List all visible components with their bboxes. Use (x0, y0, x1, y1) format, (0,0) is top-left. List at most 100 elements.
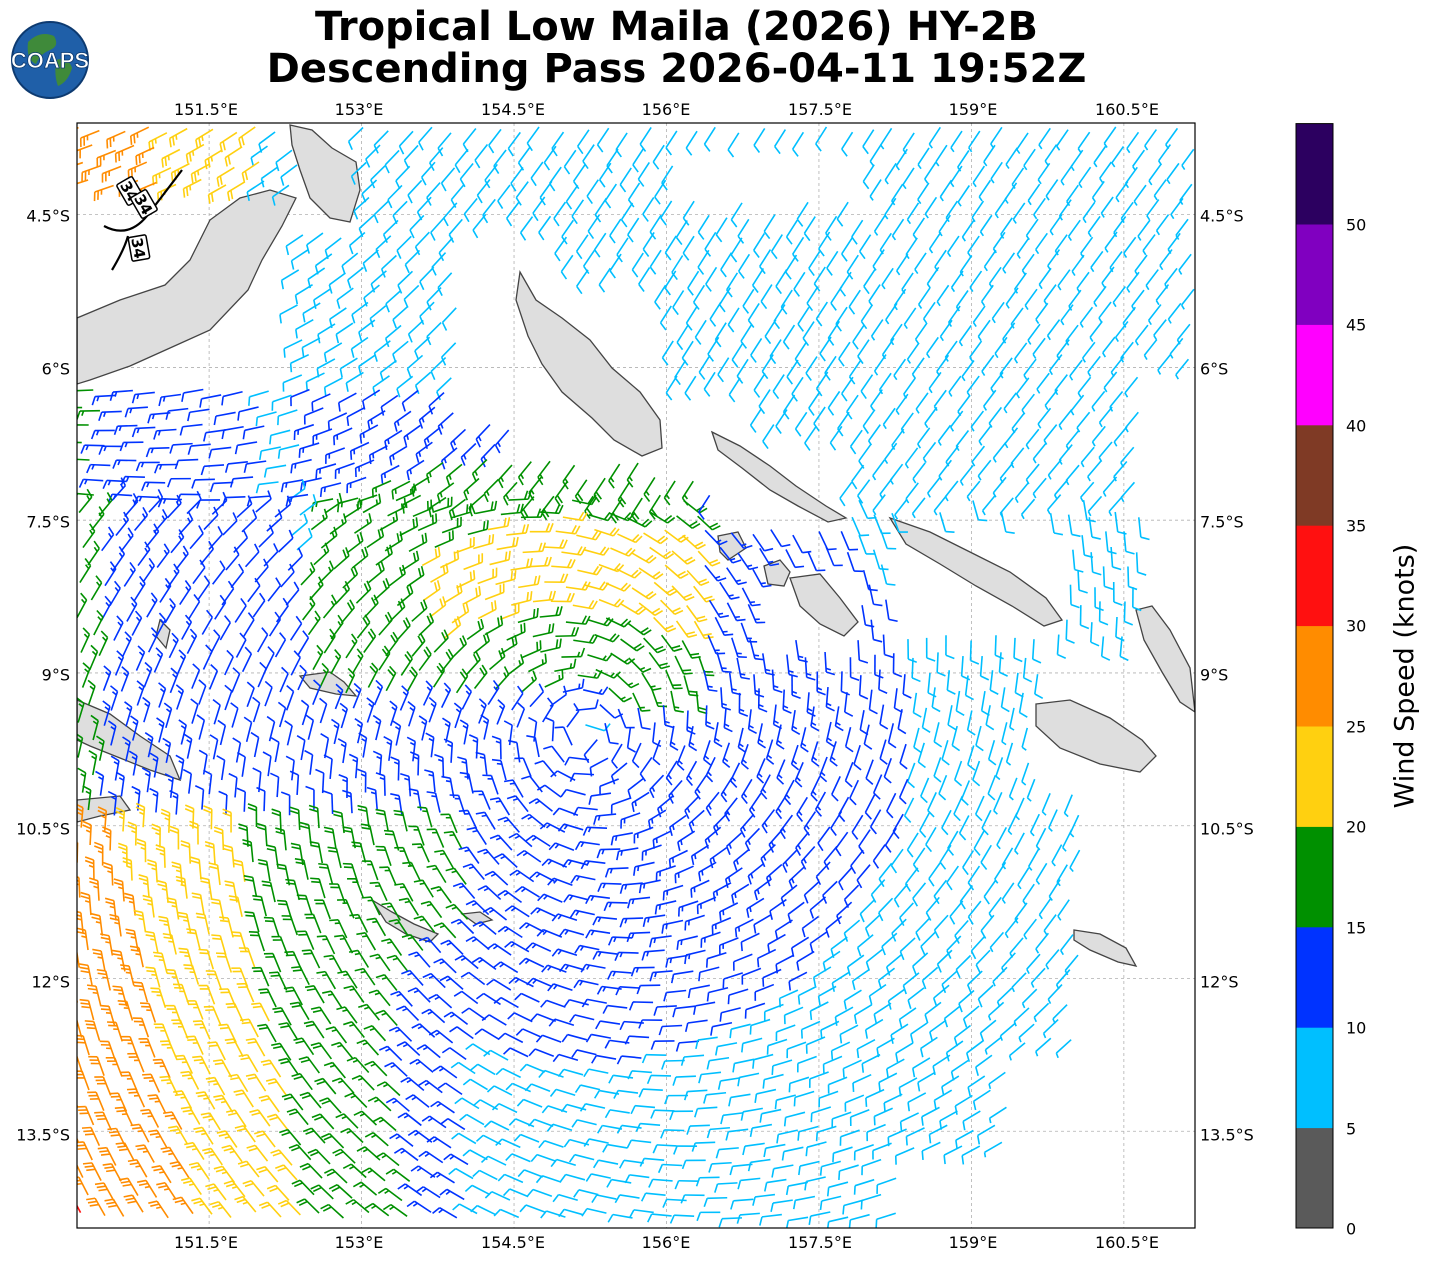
wind-barb (720, 252, 733, 278)
barb-shaft (703, 126, 716, 145)
barb-shaft (285, 234, 304, 247)
barb-flag (346, 416, 350, 426)
wind-barb (586, 179, 599, 205)
wind-barb (939, 179, 953, 202)
barb-flag (147, 414, 152, 424)
barb-shaft (380, 359, 397, 374)
barb-flag (347, 279, 352, 289)
barb-shaft (383, 219, 399, 235)
barb-flag (362, 262, 368, 272)
barb-flag (1169, 353, 1174, 359)
wind-barb (190, 163, 210, 183)
barb-flag (846, 271, 854, 280)
barb-shaft (571, 199, 585, 217)
wind-barb (241, 161, 260, 183)
barb-flag (335, 334, 340, 344)
barb-shaft (290, 353, 310, 364)
wind-barb (515, 181, 529, 206)
barb-flag (437, 147, 444, 157)
barb-flag (912, 234, 917, 240)
barb-flag (836, 218, 844, 227)
barb-shaft (869, 179, 882, 197)
barb-shaft (1023, 358, 1037, 376)
wind-barb (532, 196, 546, 222)
barb-shaft (279, 304, 298, 316)
wind-barb (295, 318, 314, 339)
barb-shaft (1076, 411, 1091, 429)
wind-barb (848, 359, 862, 385)
barb-shaft (77, 161, 84, 166)
barb-shaft (971, 200, 985, 219)
barb-shaft (1049, 354, 1063, 371)
barb-shaft (972, 165, 986, 184)
wind-barb (1148, 164, 1162, 186)
wind-barb (1178, 253, 1192, 275)
wind-barb (860, 304, 874, 330)
barb-shaft (727, 307, 740, 326)
barb-shaft (846, 394, 859, 413)
barb-shaft (290, 388, 310, 398)
barb-shaft (914, 322, 928, 340)
wind-barb (362, 249, 379, 272)
barb-flag (367, 420, 371, 431)
barb-shaft (329, 307, 347, 320)
barb-shaft (1178, 253, 1192, 271)
barb-shaft (183, 388, 204, 394)
wind-barb (649, 249, 662, 275)
barb-flag (731, 359, 739, 368)
barb-flag (994, 353, 999, 359)
barb-flag (441, 322, 448, 331)
barb-shaft (1056, 339, 1070, 357)
barb-shaft (1003, 392, 1017, 410)
barb-flag (687, 287, 694, 296)
wind-barb (538, 215, 552, 241)
barb-flag (153, 430, 158, 440)
barb-shaft (808, 391, 821, 409)
barb-flag (798, 655, 804, 659)
barb-shaft (717, 357, 730, 376)
wind-barb (77, 476, 78, 479)
barb-shaft (1164, 267, 1178, 285)
barb-flag (815, 318, 823, 327)
barb-flag (1102, 352, 1107, 358)
wind-barb (440, 342, 457, 366)
barb-flag (90, 430, 96, 440)
barb-flag (672, 306, 679, 316)
barb-shaft (994, 196, 1008, 215)
wind-barb (282, 374, 303, 392)
barb-flag (474, 159, 481, 169)
barb-shaft (786, 359, 799, 378)
barb-shaft (365, 144, 381, 160)
barb-flag (403, 159, 410, 169)
barb-flag (216, 177, 220, 187)
barb-flag (158, 396, 162, 407)
barb-shaft (1067, 219, 1081, 237)
wind-barb (406, 354, 424, 378)
barb-shaft (1014, 272, 1027, 290)
barb-shaft (1102, 566, 1106, 587)
wind-barb (684, 375, 697, 401)
barb-flag (735, 579, 741, 583)
barb-shaft (642, 196, 655, 215)
wind-barb (414, 336, 431, 360)
wind-barb (872, 249, 885, 271)
barb-shaft (497, 184, 511, 202)
barb-flag (914, 338, 920, 344)
barb-shaft (414, 336, 431, 352)
barb-shaft (815, 126, 828, 145)
barb-flag (806, 302, 814, 312)
barb-flag (978, 196, 983, 202)
barb-shaft (215, 411, 236, 417)
barb-flag (129, 408, 133, 414)
barb-flag (418, 141, 424, 151)
wind-barb (794, 341, 807, 367)
barb-shaft (311, 393, 331, 403)
wind-barb (358, 319, 376, 341)
barb-shaft (1175, 218, 1189, 236)
barb-flag (382, 234, 388, 243)
barb-flag (794, 358, 802, 367)
barb-flag (472, 229, 479, 239)
wind-barb (815, 301, 829, 327)
barb-shaft (632, 147, 645, 166)
